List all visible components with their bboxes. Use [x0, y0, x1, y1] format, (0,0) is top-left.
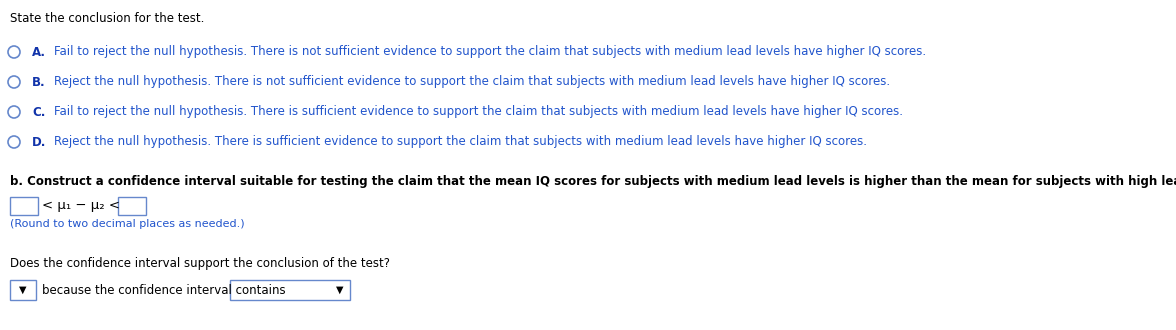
Text: Reject the null hypothesis. There is not sufficient evidence to support the clai: Reject the null hypothesis. There is not…	[54, 76, 890, 88]
Text: Does the confidence interval support the conclusion of the test?: Does the confidence interval support the…	[11, 257, 390, 270]
FancyBboxPatch shape	[118, 197, 146, 215]
FancyBboxPatch shape	[11, 280, 36, 300]
Text: Reject the null hypothesis. There is sufficient evidence to support the claim th: Reject the null hypothesis. There is suf…	[54, 136, 867, 148]
FancyBboxPatch shape	[230, 280, 350, 300]
Text: Fail to reject the null hypothesis. There is sufficient evidence to support the : Fail to reject the null hypothesis. Ther…	[54, 106, 903, 118]
Text: (Round to two decimal places as needed.): (Round to two decimal places as needed.)	[11, 219, 245, 229]
Text: C.: C.	[32, 106, 46, 118]
Text: Fail to reject the null hypothesis. There is not sufficient evidence to support : Fail to reject the null hypothesis. Ther…	[54, 46, 927, 58]
Text: b. Construct a confidence interval suitable for testing the claim that the mean : b. Construct a confidence interval suita…	[11, 175, 1176, 188]
Text: ▼: ▼	[336, 285, 343, 295]
Text: because the confidence interval contains: because the confidence interval contains	[42, 283, 286, 296]
Text: ▼: ▼	[19, 285, 27, 295]
Text: D.: D.	[32, 136, 46, 148]
Text: B.: B.	[32, 76, 46, 88]
Text: < μ₁ − μ₂ <: < μ₁ − μ₂ <	[42, 200, 120, 213]
Text: A.: A.	[32, 46, 46, 58]
Text: State the conclusion for the test.: State the conclusion for the test.	[11, 12, 205, 25]
FancyBboxPatch shape	[11, 197, 38, 215]
